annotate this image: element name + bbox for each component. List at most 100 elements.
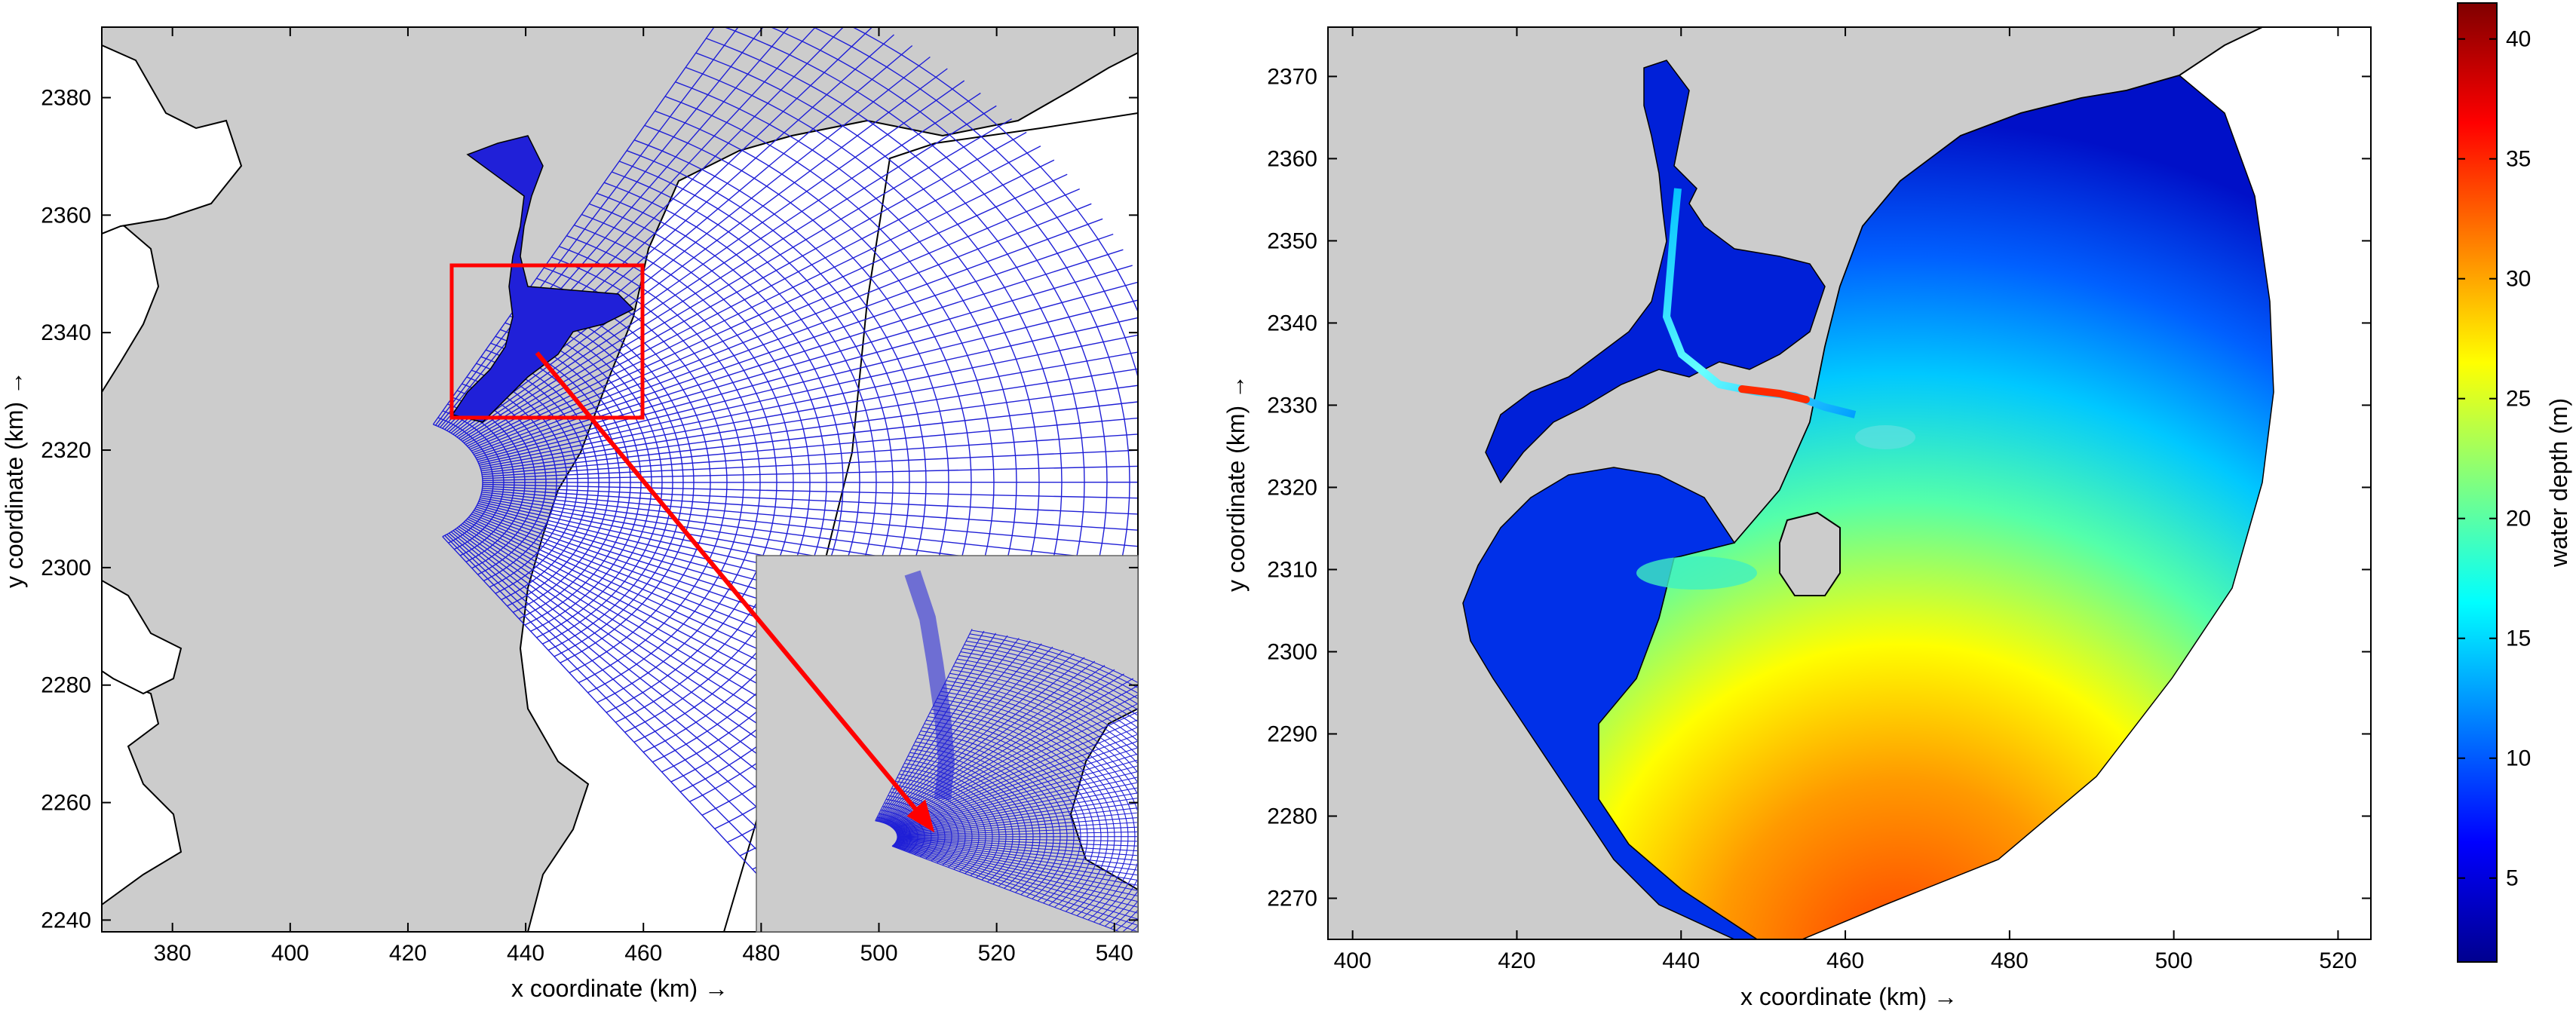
grid-line-ray xyxy=(471,203,1092,452)
right-plot-frame xyxy=(1327,26,2372,940)
left-sea-northwest xyxy=(102,44,243,235)
colorbar-tick-label: 20 xyxy=(2506,507,2531,532)
inset-grid-ray xyxy=(894,844,1138,914)
grid-line-ray xyxy=(482,483,1138,499)
grid-line-ray xyxy=(432,27,715,425)
right-ytick-label: 2280 xyxy=(1267,804,1317,829)
inset-grid-ray xyxy=(897,837,1138,842)
left-ytick-label: 2300 xyxy=(41,556,91,581)
inset-grid-ray xyxy=(897,816,1138,835)
inset-grid-ray xyxy=(893,844,1138,920)
grid-line-ray xyxy=(468,173,1068,449)
grid-line-ray xyxy=(480,351,1138,468)
inset-grid-ray xyxy=(896,840,1138,871)
inset-grid-ray xyxy=(896,792,1138,833)
right-ytick-label: 2350 xyxy=(1267,228,1317,253)
left-xtick-label: 480 xyxy=(742,941,780,966)
inset-grid-ray xyxy=(888,685,1138,826)
grid-line-ray xyxy=(478,317,1138,464)
right-panel: 400 420 440 460 480 500 520 2270 2280 2290 2300 231… xyxy=(1222,26,2372,1010)
grid-line-ray xyxy=(463,131,1027,444)
grid-line-ray xyxy=(454,68,948,437)
inset-grid-ray xyxy=(897,836,1138,838)
inset-grid-ray xyxy=(896,840,1138,876)
left-ytick-label: 2260 xyxy=(41,791,91,816)
inset-grid-ray xyxy=(885,669,1115,825)
left-xlabel: x coordinate (km) → xyxy=(511,975,728,1002)
grid-line-ray xyxy=(435,27,739,426)
right-xtick-label: 460 xyxy=(1826,948,1864,973)
inset-grid-ray xyxy=(890,711,1138,827)
inset-grid-ray xyxy=(880,643,1042,823)
left-axes: 380 400 420 440 460 480 500 520 540 2240 2260 2280 2… xyxy=(41,27,1138,966)
inset-grid-ray xyxy=(895,841,1138,886)
right-ytick-label: 2330 xyxy=(1267,393,1317,418)
grid-line-ray xyxy=(475,265,1133,459)
left-ytick-label: 2240 xyxy=(41,908,91,933)
left-land-mass xyxy=(102,27,1138,932)
left-ytick-label: 2340 xyxy=(41,320,91,345)
right-ytick-label: 2310 xyxy=(1267,557,1317,582)
offshore-bank-2 xyxy=(1855,425,1915,449)
right-ytick-label: 2360 xyxy=(1267,146,1317,171)
inset-grid-ray xyxy=(884,660,1096,824)
inset-grid-ray xyxy=(889,703,1138,826)
inset-grid-ray xyxy=(875,629,973,822)
inset-grid-ray xyxy=(882,653,1075,823)
right-xtick-label: 400 xyxy=(1334,948,1372,973)
inset-grid-ray xyxy=(897,812,1138,835)
right-xtick-label: 520 xyxy=(2319,948,2357,973)
left-ytick-label: 2280 xyxy=(41,673,91,698)
grid-line-ray xyxy=(474,249,1124,457)
inset-grid-ray xyxy=(897,838,1138,856)
right-ytick-label: 2300 xyxy=(1267,639,1317,664)
grid-line-ray xyxy=(479,334,1138,466)
colorbar-tick-label: 5 xyxy=(2506,866,2519,891)
inset-grid-ray xyxy=(881,646,1053,823)
zoom-inset xyxy=(756,556,1138,932)
grid-line-ray xyxy=(472,218,1103,454)
inset-grid-ray xyxy=(894,843,1138,908)
zoom-inset-frame xyxy=(756,555,1139,933)
left-ylabel: y coordinate (km) → xyxy=(1,371,28,588)
inset-grid-ray xyxy=(897,839,1138,866)
channel-deep-spot xyxy=(1738,385,1810,403)
left-ytick-label: 2360 xyxy=(41,203,91,228)
inset-grid-ray xyxy=(891,734,1138,829)
colorbar-label: water depth (m) xyxy=(2545,398,2572,568)
island xyxy=(1779,511,1841,596)
zoom-box xyxy=(449,263,645,420)
colorbar-tick-label: 40 xyxy=(2506,27,2531,52)
grid-line-ray xyxy=(465,146,1041,446)
grid-line-ray xyxy=(482,465,1138,482)
inset-grid-ray xyxy=(896,798,1138,834)
colorbar-tick-label: 10 xyxy=(2506,746,2531,771)
grid-line-ray xyxy=(481,401,1138,473)
right-ytick-label: 2290 xyxy=(1267,721,1317,746)
inset-grid-ray xyxy=(887,678,1134,826)
inset-grid-ray xyxy=(886,673,1124,825)
right-xtick-label: 420 xyxy=(1498,948,1535,973)
inset-grid-ray xyxy=(897,822,1138,836)
left-ytick-label: 2380 xyxy=(41,86,91,111)
inset-grid-ray xyxy=(897,807,1138,835)
colorbar-tick-label: 35 xyxy=(2506,147,2531,172)
inset-grid-ray xyxy=(897,838,1138,852)
grid-line-ray xyxy=(458,92,981,440)
grid-line-ray xyxy=(482,449,1138,479)
inset-grid-ray xyxy=(897,837,1138,847)
inset-grid-ray xyxy=(893,753,1138,829)
inset-grid-ray xyxy=(895,841,1138,891)
colorbar-tick-label: 25 xyxy=(2506,387,2531,412)
inset-grid-ray xyxy=(897,838,1138,861)
inset-grid-ray xyxy=(896,841,1138,881)
left-xtick-label: 400 xyxy=(271,941,309,966)
inset-grid-ray xyxy=(894,770,1138,831)
right-xtick-label: 500 xyxy=(2155,948,2193,973)
inset-grid-ray xyxy=(879,640,1031,823)
left-plot-frame xyxy=(101,26,1139,933)
right-estuary xyxy=(1485,60,1826,484)
left-xtick-label: 420 xyxy=(389,941,427,966)
left-estuary-channel xyxy=(451,135,635,423)
